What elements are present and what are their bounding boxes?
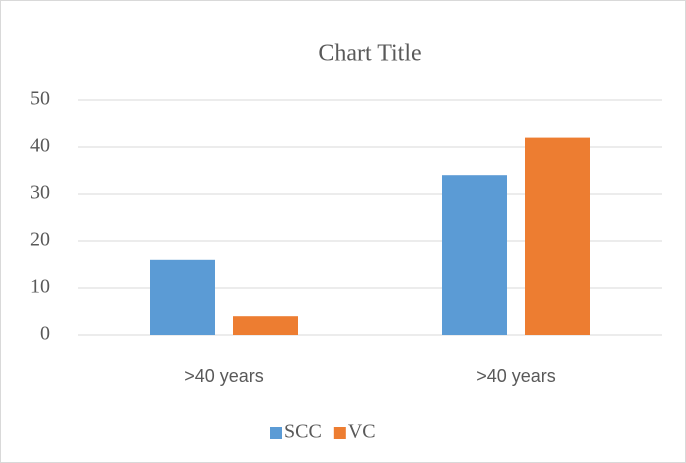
bar: [442, 175, 507, 335]
bar: [233, 316, 298, 335]
y-tick-label: 30: [30, 182, 50, 204]
bar: [525, 137, 590, 335]
legend-swatch: [333, 427, 346, 439]
legend-label: SCC: [284, 421, 322, 443]
y-tick-label: 50: [30, 88, 50, 110]
legend-swatch: [270, 427, 282, 439]
bar: [150, 259, 215, 335]
chart-title: Chart Title: [318, 41, 421, 67]
x-tick-label: >40 years: [476, 366, 556, 386]
y-tick-label: 0: [40, 323, 50, 345]
legend-label: VC: [348, 421, 376, 443]
y-tick-label: 40: [30, 135, 50, 157]
y-tick-label: 10: [30, 276, 50, 298]
x-tick-label: >40 years: [184, 366, 264, 386]
y-tick-label: 20: [30, 229, 50, 251]
